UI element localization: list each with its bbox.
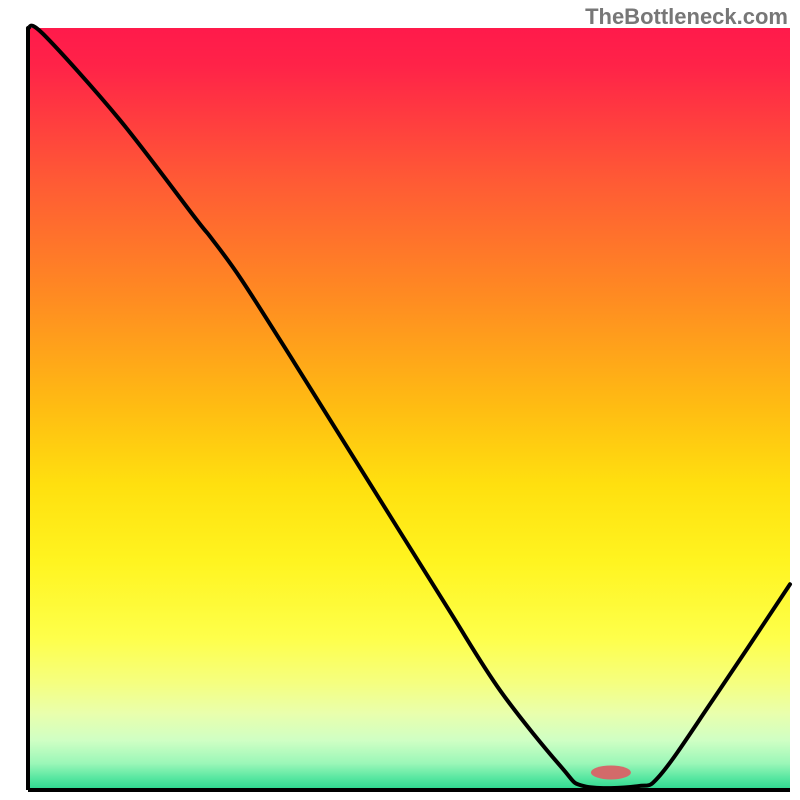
chart-container: TheBottleneck.com (0, 0, 800, 800)
optimal-marker (591, 765, 631, 779)
plot-background (28, 28, 790, 790)
bottleneck-chart (0, 0, 800, 800)
watermark-text: TheBottleneck.com (585, 4, 788, 30)
